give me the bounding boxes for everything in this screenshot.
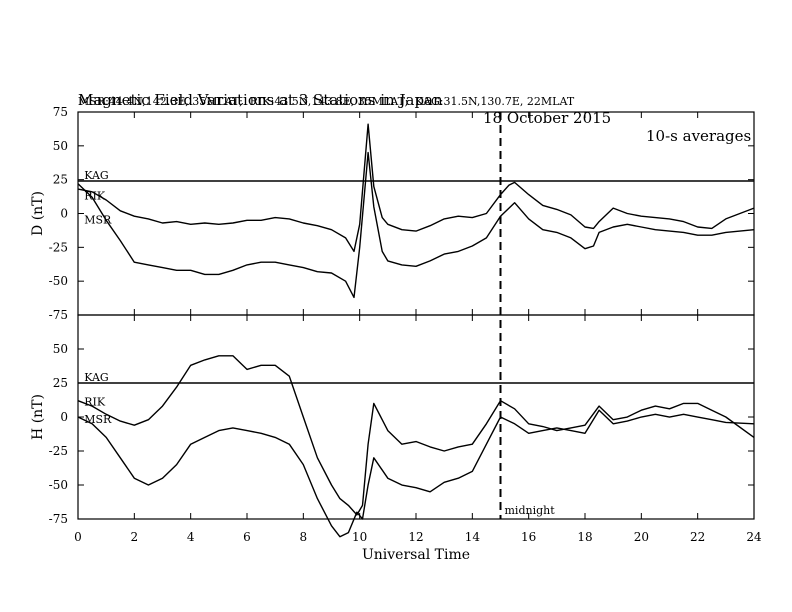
title-main: Magnetic Field Variations at 3 Stations … bbox=[78, 91, 443, 109]
title-averaging: 10-s averages bbox=[646, 127, 752, 145]
x-axis-label: Universal Time bbox=[362, 547, 470, 563]
series-label-kag: KAG bbox=[84, 371, 109, 384]
series-label-msr: MSR bbox=[84, 413, 112, 426]
y-tick-label: 0 bbox=[60, 410, 68, 424]
y-tick-label: -25 bbox=[49, 444, 68, 458]
x-tick-label: 0 bbox=[74, 530, 82, 544]
x-tick-label: 24 bbox=[746, 530, 762, 544]
series-line-msr bbox=[77, 151, 755, 299]
y-tick-label: -25 bbox=[49, 240, 68, 254]
x-tick-label: 20 bbox=[634, 530, 649, 544]
y-tick-label: -50 bbox=[49, 478, 68, 492]
chart-subtitle: MSR:44.4N,142.3E, 35MLAT; RIK:43.5N,143.… bbox=[78, 95, 575, 108]
plot-frame-1 bbox=[77, 111, 755, 316]
series-label-kag: KAG bbox=[84, 169, 109, 182]
y-tick-label: 25 bbox=[53, 376, 68, 390]
midnight-marker-label: midnight bbox=[505, 504, 556, 517]
title-date: 18 October 2015 bbox=[483, 109, 612, 127]
y-tick-label: -75 bbox=[49, 512, 68, 526]
x-tick-label: 12 bbox=[408, 530, 423, 544]
y-tick-label: -75 bbox=[49, 308, 68, 322]
y-axis-label: H (nT) bbox=[30, 394, 46, 440]
y-tick-label: 0 bbox=[60, 207, 68, 221]
x-tick-label: 22 bbox=[690, 530, 705, 544]
y-axis-label: D (nT) bbox=[30, 191, 46, 236]
x-tick-label: 6 bbox=[243, 530, 251, 544]
series-line-msr bbox=[77, 409, 755, 538]
x-tick-label: 8 bbox=[300, 530, 308, 544]
y-tick-label: 25 bbox=[53, 173, 68, 187]
chart-title: Magnetic Field Variations at 3 Stations … bbox=[78, 73, 751, 145]
series-label-rik: RIK bbox=[84, 395, 106, 408]
x-tick-label: 16 bbox=[521, 530, 536, 544]
y-tick-label: -50 bbox=[49, 274, 68, 288]
y-tick-label: 50 bbox=[53, 139, 68, 153]
series-label-msr: MSR bbox=[84, 214, 112, 227]
x-tick-label: 2 bbox=[131, 530, 139, 544]
series-label-rik: RIK bbox=[84, 189, 106, 202]
series-line-rik bbox=[77, 355, 755, 516]
x-tick-label: 14 bbox=[465, 530, 481, 544]
y-tick-label: 50 bbox=[53, 342, 68, 356]
y-tick-label: 75 bbox=[53, 105, 68, 119]
x-tick-label: 10 bbox=[352, 530, 367, 544]
x-tick-label: 4 bbox=[187, 530, 195, 544]
x-tick-label: 18 bbox=[577, 530, 592, 544]
series-line-rik bbox=[77, 123, 755, 253]
